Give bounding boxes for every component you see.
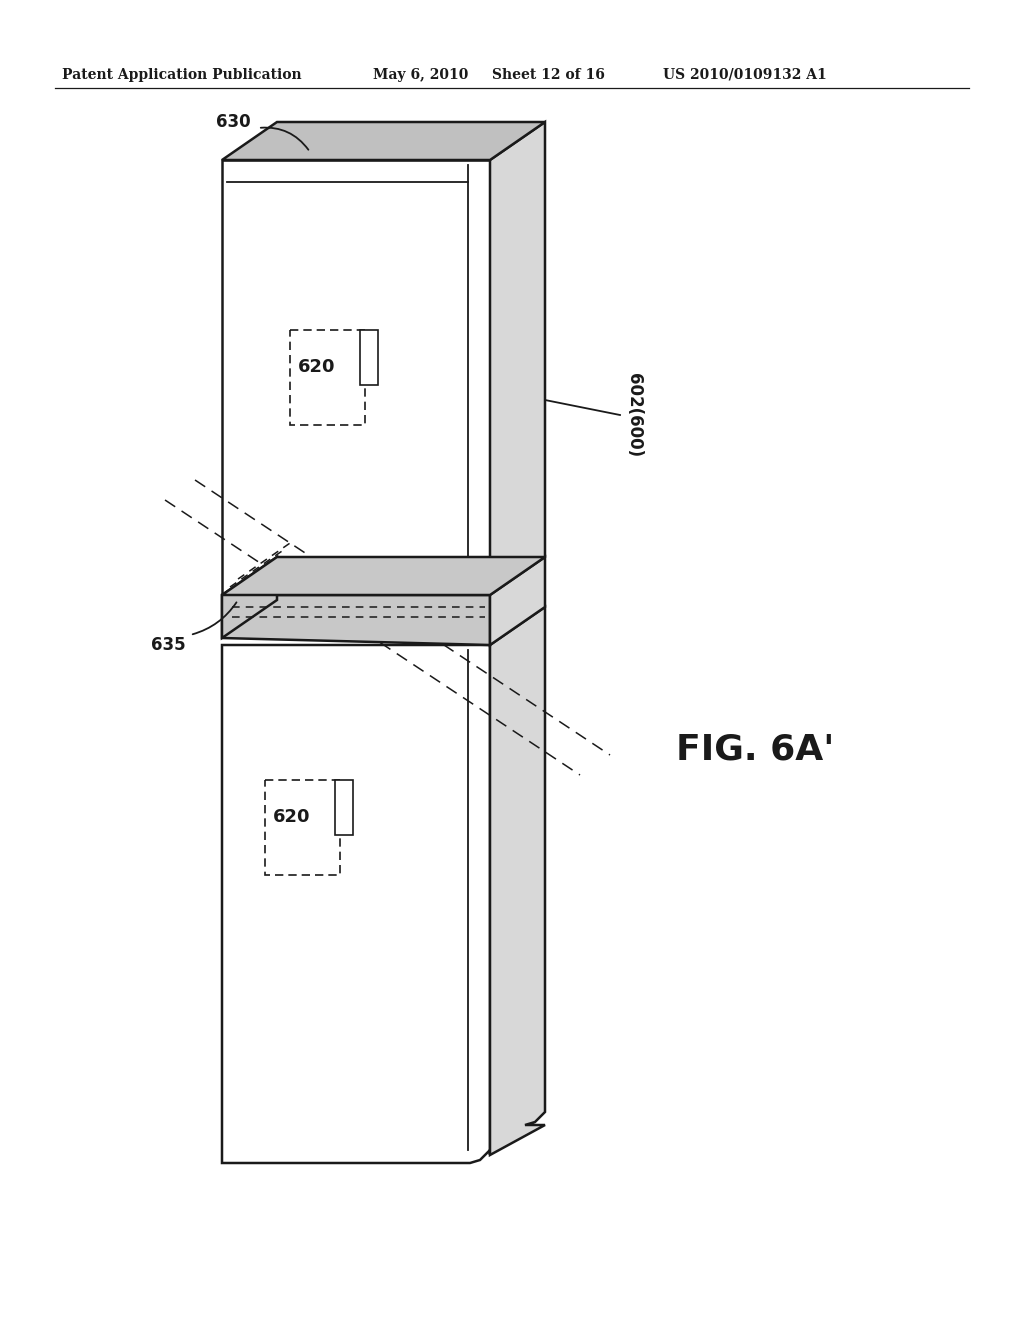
Polygon shape <box>490 121 545 595</box>
Polygon shape <box>222 557 545 595</box>
Text: Sheet 12 of 16: Sheet 12 of 16 <box>492 69 605 82</box>
Text: FIG. 6A': FIG. 6A' <box>676 733 835 767</box>
Polygon shape <box>222 557 278 638</box>
Text: May 6, 2010: May 6, 2010 <box>373 69 468 82</box>
Polygon shape <box>490 557 545 645</box>
Polygon shape <box>290 330 365 425</box>
Polygon shape <box>265 780 340 875</box>
Polygon shape <box>222 121 545 160</box>
Text: US 2010/0109132 A1: US 2010/0109132 A1 <box>663 69 826 82</box>
Polygon shape <box>222 595 490 645</box>
Polygon shape <box>335 780 353 836</box>
Text: 630: 630 <box>216 114 250 131</box>
Polygon shape <box>360 330 378 385</box>
Polygon shape <box>490 607 545 1155</box>
Text: 635: 635 <box>151 636 185 653</box>
Polygon shape <box>222 160 490 595</box>
Polygon shape <box>222 645 490 1163</box>
Text: 620: 620 <box>298 358 336 376</box>
Text: Patent Application Publication: Patent Application Publication <box>62 69 302 82</box>
Text: 620: 620 <box>273 808 310 826</box>
Text: 602(600): 602(600) <box>625 374 643 457</box>
